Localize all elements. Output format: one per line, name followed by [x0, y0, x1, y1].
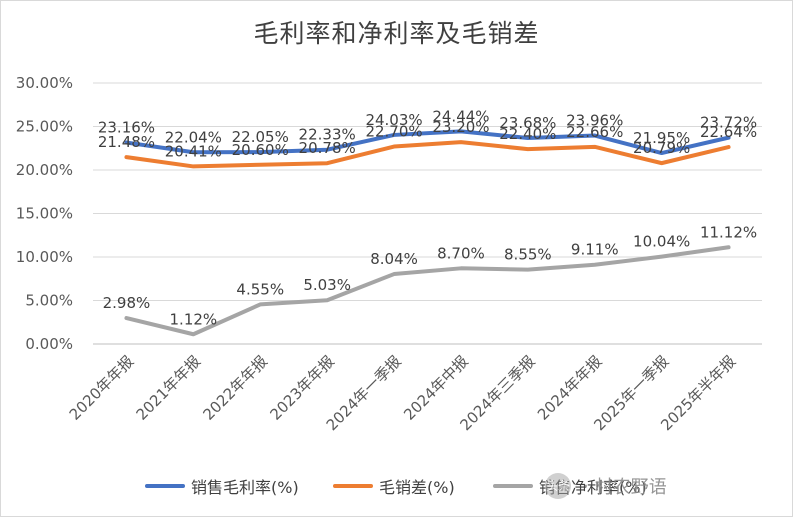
data-label: 23.72%	[700, 114, 757, 132]
data-label: 22.04%	[165, 128, 222, 146]
y-tick-label: 25.00%	[16, 118, 73, 136]
data-label: 4.55%	[236, 280, 284, 298]
watermark: 头条 · 村农野语	[545, 473, 667, 499]
data-label: 21.95%	[633, 129, 690, 147]
chart-title: 毛利率和净利率及毛销差	[253, 19, 540, 48]
watermark-separator: ·	[583, 475, 589, 497]
data-label: 22.70%	[365, 123, 422, 141]
data-label: 20.60%	[232, 141, 289, 159]
series-line-2	[124, 245, 731, 337]
y-tick-label: 5.00%	[25, 292, 73, 310]
legend-label-gross-sales-diff: 毛销差(%)	[379, 478, 455, 497]
watermark-name: 村农野语	[594, 477, 667, 498]
legend-label-net-margin: 销售净利率(%)	[539, 478, 647, 497]
x-tick-label: 2021年年报	[133, 352, 205, 424]
x-tick-label: 2023年年报	[266, 352, 338, 424]
data-label: 5.03%	[303, 276, 351, 294]
legend-item-net-margin: 销售净利率(%)	[493, 474, 647, 498]
data-label: 21.48%	[98, 133, 155, 151]
data-label: 8.70%	[437, 244, 485, 262]
y-tick-label: 0.00%	[25, 335, 73, 353]
data-label: 11.12%	[700, 223, 757, 241]
watermark-logo-icon: 头条	[545, 473, 571, 499]
y-tick-label: 15.00%	[16, 205, 73, 223]
data-label: 23.68%	[499, 114, 556, 132]
data-label: 23.20%	[432, 118, 489, 136]
y-tick-label: 20.00%	[16, 161, 73, 179]
data-label: 22.05%	[232, 128, 289, 146]
data-label: 22.33%	[299, 126, 356, 144]
data-label: 22.40%	[499, 125, 556, 143]
legend: 销售毛利率(%) 毛销差(%) 销售净利率(%)	[0, 474, 793, 498]
legend-swatch-gross-margin	[145, 484, 185, 488]
data-label: 24.03%	[365, 111, 422, 129]
legend-item-gross-sales-diff: 毛销差(%)	[333, 474, 455, 498]
data-label: 24.44%	[432, 107, 489, 125]
legend-swatch-net-margin	[493, 484, 533, 488]
data-label: 20.78%	[299, 139, 356, 157]
legend-swatch-gross-sales-diff	[333, 484, 373, 488]
data-label: 22.66%	[566, 123, 623, 141]
data-label: 23.16%	[98, 119, 155, 137]
x-tick-label: 2020年年报	[66, 352, 138, 424]
series-line-0	[124, 129, 731, 156]
x-tick-label: 2024年年报	[534, 352, 606, 424]
data-label: 22.64%	[700, 123, 757, 141]
x-tick-label: 2022年年报	[200, 352, 272, 424]
x-tick-label: 2024年中报	[400, 352, 472, 424]
legend-item-gross-margin: 销售毛利率(%)	[145, 474, 299, 498]
data-label: 1.12%	[170, 310, 218, 328]
data-label: 8.04%	[370, 250, 418, 268]
y-tick-label: 10.00%	[16, 248, 73, 266]
data-label: 2.98%	[103, 294, 151, 312]
y-tick-label: 30.00%	[16, 74, 73, 92]
data-label: 10.04%	[633, 233, 690, 251]
legend-label-gross-margin: 销售毛利率(%)	[191, 478, 299, 497]
series-line-1	[124, 140, 731, 169]
data-label: 8.55%	[504, 246, 552, 264]
data-label: 23.96%	[566, 112, 623, 130]
data-label: 9.11%	[571, 241, 619, 259]
data-label: 20.79%	[633, 139, 690, 157]
data-label: 20.41%	[165, 142, 222, 160]
